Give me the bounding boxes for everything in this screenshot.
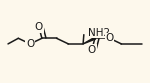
Text: O: O bbox=[26, 39, 34, 49]
Text: NH2: NH2 bbox=[87, 28, 110, 38]
Text: O: O bbox=[35, 22, 43, 32]
Polygon shape bbox=[83, 38, 96, 44]
Text: O: O bbox=[105, 33, 114, 43]
Text: O: O bbox=[88, 44, 96, 55]
